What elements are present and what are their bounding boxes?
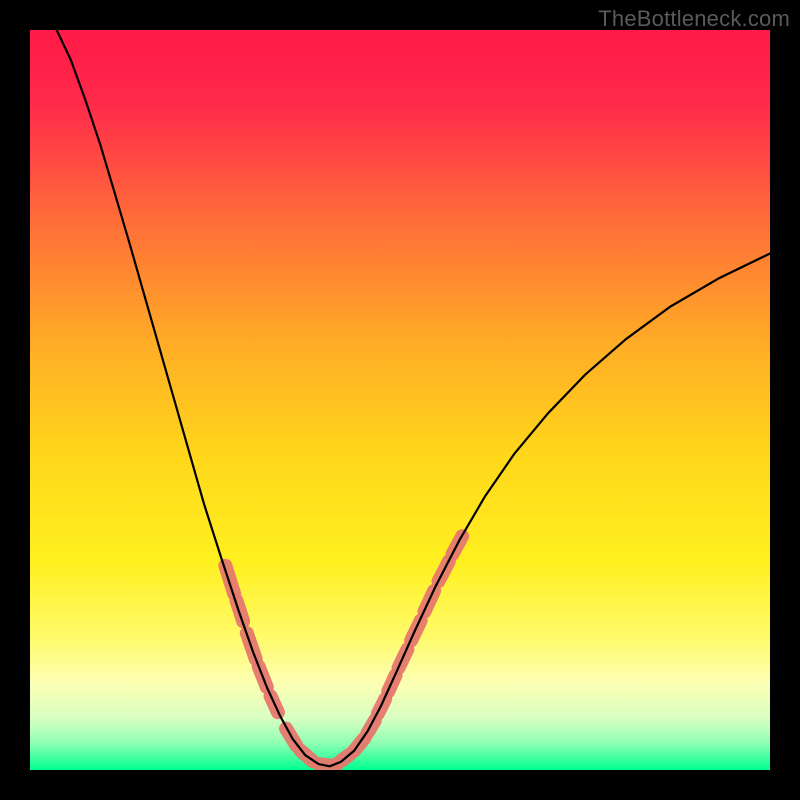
figure-outer: TheBottleneck.com <box>0 0 800 800</box>
highlight-dash-group <box>225 536 462 765</box>
highlight-dash <box>225 566 234 594</box>
bottleneck-curve <box>57 30 770 766</box>
curve-layer <box>30 30 770 770</box>
watermark-text: TheBottleneck.com <box>598 6 790 32</box>
plot-area <box>30 30 770 770</box>
